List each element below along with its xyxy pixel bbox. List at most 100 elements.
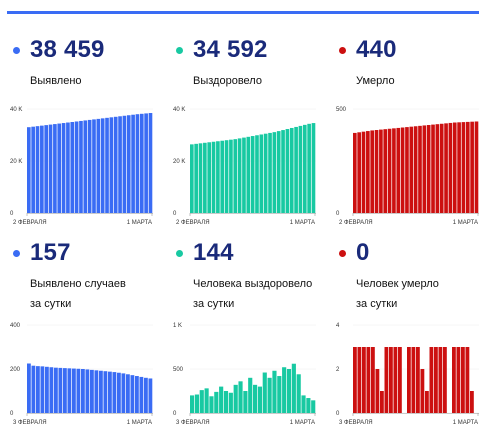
bar	[148, 113, 153, 213]
bar	[272, 132, 277, 213]
bar	[411, 347, 416, 413]
bar	[307, 123, 311, 213]
bar	[257, 386, 262, 413]
stat-label: Выздоровело	[193, 75, 262, 87]
bar	[291, 363, 296, 413]
bar	[67, 368, 72, 413]
bar	[302, 124, 307, 213]
bar	[223, 391, 229, 413]
bar	[470, 121, 474, 213]
bar	[224, 140, 229, 213]
bar	[57, 123, 62, 213]
bar	[233, 139, 238, 213]
y-tick-label: 4	[336, 323, 340, 329]
bar	[380, 391, 384, 413]
bar	[272, 370, 277, 413]
bar	[362, 347, 366, 413]
bar	[370, 130, 375, 213]
bar	[126, 374, 130, 413]
bar	[405, 127, 409, 213]
bar	[238, 381, 243, 413]
bar	[243, 391, 248, 413]
bar	[409, 126, 414, 213]
bar	[268, 132, 272, 213]
stat-label-line2: за сутки	[356, 298, 398, 310]
bar	[444, 123, 448, 213]
stat-label: Выявлено случаев	[30, 278, 126, 290]
stat-label: Человек умерло	[356, 278, 439, 290]
bar	[389, 347, 393, 413]
bar	[298, 125, 303, 213]
bullet-dot	[176, 47, 183, 54]
bar	[148, 378, 153, 413]
bar	[281, 130, 285, 213]
bar-chart: 0 2 4 3 ФЕВРАЛЯ 1 МАРТА	[336, 323, 479, 426]
bar	[398, 347, 402, 413]
bar	[374, 130, 379, 213]
bar	[87, 119, 92, 213]
bar	[353, 347, 357, 413]
bar	[70, 122, 75, 213]
bar	[357, 132, 361, 213]
bar	[198, 143, 203, 213]
bar	[31, 126, 35, 213]
bar	[113, 116, 118, 213]
bar	[199, 390, 204, 413]
bar	[400, 127, 405, 213]
stat-card: 0 Человек умерло за сутки 0 2 4 3 ФЕВРАЛЯ 1 МАР…	[333, 225, 485, 426]
bar	[461, 347, 465, 413]
bar	[90, 369, 94, 413]
bar	[296, 374, 301, 413]
bar	[99, 370, 103, 413]
bar	[109, 117, 114, 213]
bar	[422, 125, 427, 213]
x-tick-label: 3 ФЕВРАЛЯ	[176, 420, 210, 426]
bar	[452, 122, 457, 213]
bar	[250, 136, 255, 213]
bar	[209, 396, 214, 413]
bar	[246, 136, 251, 213]
bar	[44, 125, 49, 213]
x-tick-label: 3 ФЕВРАЛЯ	[13, 420, 47, 426]
bar-chart: 0 200 400 3 ФЕВРАЛЯ 1 МАРТА	[10, 323, 153, 426]
bar	[96, 118, 101, 213]
x-tick-label: 1 МАРТА	[290, 420, 315, 426]
bar	[429, 347, 434, 413]
bar	[461, 122, 466, 213]
bar	[40, 125, 44, 213]
x-tick-label: 2 ФЕВРАЛЯ	[176, 220, 210, 226]
bar	[229, 139, 233, 213]
bar	[204, 388, 209, 413]
bar	[66, 122, 70, 213]
bar	[253, 384, 258, 413]
bar	[117, 372, 121, 413]
top-accent-line	[7, 11, 479, 14]
bar	[144, 377, 148, 413]
stat-label-line2: за сутки	[30, 298, 72, 310]
y-tick-label: 200	[10, 367, 21, 373]
bar	[45, 366, 49, 413]
x-tick-label: 1 МАРТА	[453, 220, 478, 226]
y-tick-label: 0	[173, 211, 177, 217]
stat-value: 34 592	[193, 36, 268, 63]
y-tick-label: 0	[173, 411, 177, 417]
stat-value: 38 459	[30, 36, 105, 63]
bar	[392, 128, 396, 213]
bar	[413, 126, 418, 213]
bullet-dot	[176, 250, 183, 257]
y-tick-label: 0	[10, 211, 14, 217]
stat-value: 144	[193, 239, 234, 266]
bar	[72, 368, 76, 413]
bar	[233, 384, 238, 413]
bar	[49, 367, 54, 413]
stat-label: Человека выздоровело	[193, 278, 313, 290]
x-tick-label: 2 ФЕВРАЛЯ	[13, 220, 47, 226]
stat-label: Выявлено	[30, 75, 82, 87]
y-tick-label: 0	[336, 411, 340, 417]
bar	[425, 391, 429, 413]
bar	[366, 347, 371, 413]
bar	[416, 347, 420, 413]
bar	[452, 347, 456, 413]
stat-card: 34 592 Выздоровело 0 20 K 40 K 2 ФЕВРАЛЯ 1 МАР…	[170, 20, 322, 226]
bar	[457, 122, 461, 213]
